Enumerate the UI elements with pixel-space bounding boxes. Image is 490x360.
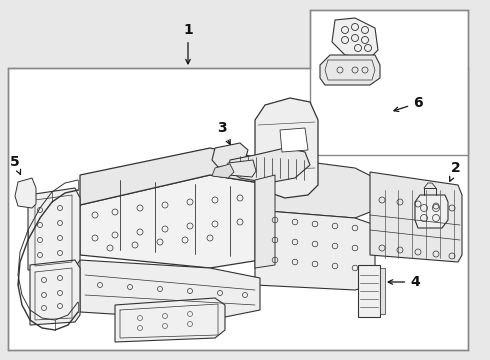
Polygon shape [415,195,448,228]
Text: 1: 1 [183,23,193,64]
Polygon shape [115,298,225,342]
Polygon shape [30,260,80,325]
Polygon shape [332,18,378,58]
Bar [310,10,468,155]
Polygon shape [280,128,308,152]
Polygon shape [255,155,375,218]
Polygon shape [255,175,275,268]
Bar [8,68,468,350]
Bar [380,268,385,314]
Polygon shape [80,148,260,205]
Text: 5: 5 [10,155,21,175]
Bar [358,265,380,317]
Polygon shape [255,210,375,290]
Text: 2: 2 [450,161,461,181]
Polygon shape [255,98,318,198]
Polygon shape [15,178,36,208]
Polygon shape [80,260,260,320]
Polygon shape [226,160,256,177]
Polygon shape [28,188,80,270]
Polygon shape [80,175,260,268]
Text: 4: 4 [388,275,420,289]
Text: 6: 6 [394,96,423,112]
Polygon shape [212,164,234,178]
Text: 3: 3 [217,121,230,144]
Polygon shape [320,55,380,85]
Polygon shape [228,148,310,183]
Polygon shape [212,143,248,167]
Polygon shape [370,172,462,262]
